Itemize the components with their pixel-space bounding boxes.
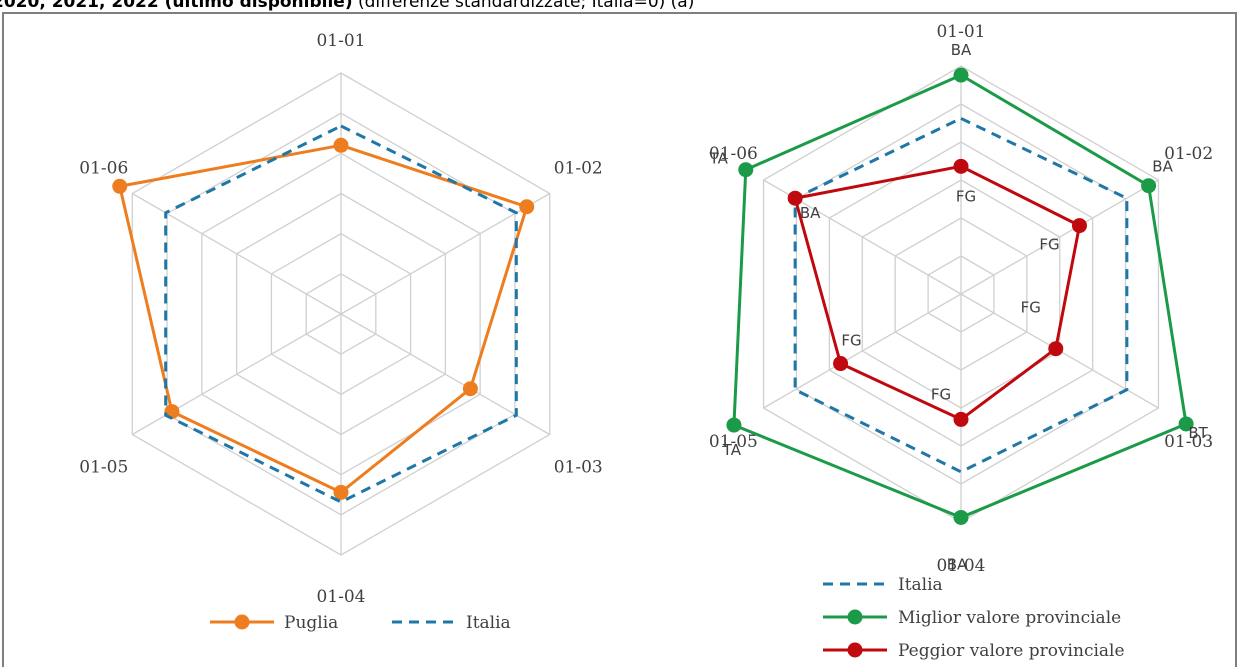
series-point	[333, 484, 349, 500]
legend-marker	[847, 642, 863, 658]
radar-chart-1: 01-01 01-02 01-03 01-04 01-05 01-06 Puglia Ital…	[79, 31, 602, 633]
axis-label-01-02: 01-02	[1164, 144, 1213, 164]
axis-label-01-06: 01-06	[79, 159, 128, 179]
axis-label-01-05: 01-05	[709, 432, 758, 452]
axis-label-01-01: 01-01	[936, 22, 985, 42]
legend-label: Italia	[466, 613, 511, 633]
series-point	[953, 509, 969, 525]
series-point	[112, 178, 128, 194]
series-point	[738, 162, 754, 178]
axis-label-01-01: 01-01	[316, 31, 365, 51]
series-point	[1048, 341, 1064, 357]
series-point	[1071, 218, 1087, 234]
series-point	[519, 199, 535, 215]
series-point	[953, 158, 969, 174]
series-point	[787, 190, 803, 206]
province-label: FG	[956, 187, 976, 205]
province-label: BA	[951, 41, 972, 59]
axis-label-01-03: 01-03	[1164, 432, 1213, 452]
series-line-peggior-valore-provinciale	[793, 164, 1081, 421]
series-point	[333, 137, 349, 153]
chart-title: 2020, 2021, 2022 (ultimo disponibile) (d…	[0, 0, 1242, 16]
province-label: FG	[931, 385, 951, 403]
legend-label: Peggior valore provinciale	[898, 641, 1125, 661]
province-label: TA	[709, 150, 729, 168]
series-point	[953, 411, 969, 427]
province-label: FG	[1039, 236, 1059, 254]
axis-label-01-04: 01-04	[936, 556, 985, 576]
province-label: BA	[800, 204, 821, 222]
chart-frame	[2, 12, 1237, 667]
title-normal: (differenze standardizzate; Italia=0) (a…	[352, 0, 695, 12]
series-point	[462, 381, 478, 397]
legend-marker	[234, 614, 250, 630]
legend-marker	[847, 609, 863, 625]
province-label: TA	[722, 441, 742, 459]
axis-spoke	[960, 179, 1159, 295]
series-point	[953, 67, 969, 83]
radar-chart-2: 01-01 01-02 01-03 01-04 01-05 01-06 BA BA BT BA TA…	[709, 22, 1214, 661]
series-line-puglia	[118, 143, 529, 494]
axis-label-01-06: 01-06	[709, 144, 758, 164]
legend-label: Miglior valore provinciale	[898, 608, 1121, 628]
province-label: FG	[841, 332, 861, 350]
province-label: BA	[1152, 158, 1173, 176]
series-point	[833, 356, 849, 372]
series-point	[1178, 416, 1194, 432]
axis-label-01-03: 01-03	[554, 458, 603, 478]
province-label: BT	[1188, 424, 1208, 442]
legend-label: Puglia	[284, 613, 338, 633]
province-label: FG	[1021, 299, 1041, 317]
series-line-miglior-valore-provinciale	[732, 73, 1188, 519]
series-point	[1141, 178, 1157, 194]
axis-label-01-02: 01-02	[554, 159, 603, 179]
axis-label-01-04: 01-04	[316, 587, 365, 607]
series-line-italia	[164, 124, 518, 504]
axis-spoke	[763, 293, 962, 409]
province-label: BA	[947, 555, 968, 573]
series-point	[726, 417, 742, 433]
axis-label-01-05: 01-05	[79, 458, 128, 478]
legend-label: Italia	[898, 575, 943, 595]
title-bold: 2020, 2021, 2022 (ultimo disponibile)	[0, 0, 353, 12]
